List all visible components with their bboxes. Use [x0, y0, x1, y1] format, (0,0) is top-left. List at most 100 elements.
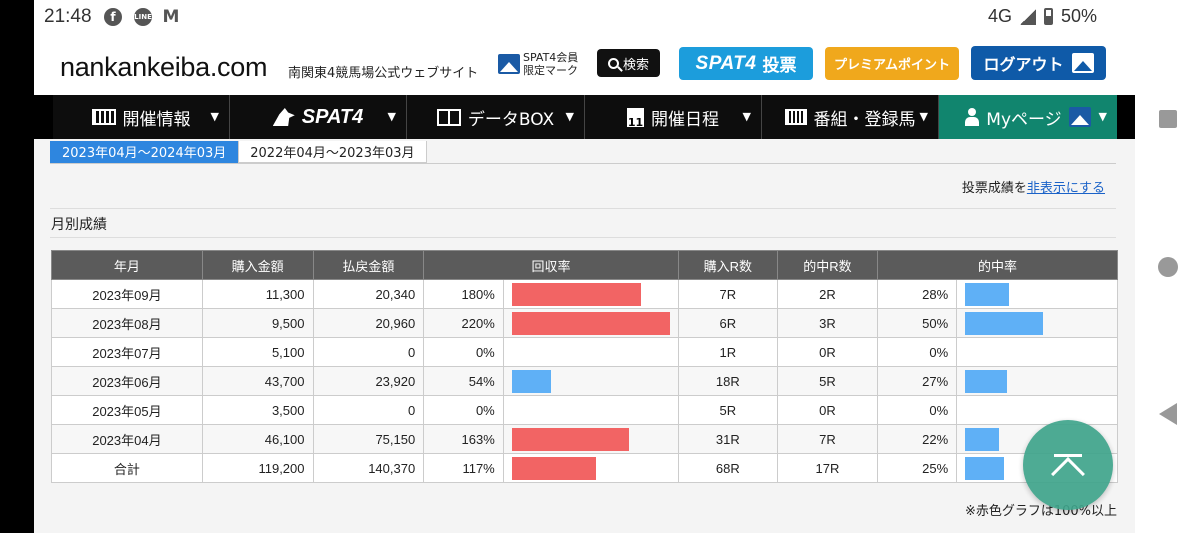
cell-races: 6R [677, 308, 778, 338]
cell-purchase: 119,200 [201, 453, 314, 483]
cell-month: 2023年05月 [51, 395, 203, 425]
caret-down-icon: ▼ [1098, 110, 1107, 123]
nav-item-schedule[interactable]: 11 開催日程 ▼ [585, 95, 762, 139]
footnote: ※赤色グラフは100%以上 [964, 504, 1117, 519]
horse-icon [272, 108, 295, 126]
cell-payout: 75,150 [312, 424, 425, 454]
recent-apps-icon[interactable] [1159, 110, 1177, 128]
to-top-icon [1054, 454, 1082, 457]
period-tabs: 2023年04月〜2024年03月 2022年04月〜2023年03月 [50, 141, 427, 163]
logout-label: ログアウト [983, 55, 1064, 74]
search-icon [607, 57, 619, 69]
cell-payout: 23,920 [312, 366, 425, 396]
table-row: 2023年07月 5,100 0 0% 1R 0R 0% [51, 337, 1118, 367]
cell-hit-rate: 28% [876, 279, 958, 309]
logout-button[interactable]: ログアウト [971, 46, 1106, 80]
cell-month: 2023年08月 [51, 308, 203, 338]
caret-down-icon: ▼ [565, 110, 574, 123]
site-header: nankankeiba.com 南関東4競馬場公式ウェブサイト SPAT4会員 … [34, 34, 1135, 95]
main-content: 2023年04月〜2024年03月 2022年04月〜2023年03月 投票成績… [34, 139, 1135, 533]
cell-recovery: 54% [423, 366, 504, 396]
cell-recovery: 180% [423, 279, 504, 309]
cell-recovery: 117% [423, 453, 504, 483]
cell-races: 31R [677, 424, 778, 454]
hit-rate-bar-cell [956, 395, 1118, 425]
line-icon: LINE [134, 8, 152, 26]
cell-hits: 0R [776, 337, 878, 367]
nav-label: 開催情報 [122, 109, 191, 130]
cell-purchase: 11,300 [201, 279, 314, 309]
cell-hit-rate: 22% [876, 424, 958, 454]
nav-label: Myページ [986, 109, 1062, 130]
grid-icon [91, 109, 116, 125]
cell-races: 5R [677, 395, 778, 425]
program-icon [784, 109, 807, 125]
main-nav: 開催情報 ▼ SPAT4 ▼ データBOX ▼ 11 開催日程 ▼ 番組・登録馬… [53, 95, 1117, 139]
table-row: 2023年06月 43,700 23,920 54% 18R 5R 27% [51, 366, 1118, 396]
divider [50, 237, 1116, 238]
cell-hits: 7R [776, 424, 878, 454]
cell-payout: 140,370 [312, 453, 425, 483]
tab-period-2023[interactable]: 2023年04月〜2024年03月 [50, 141, 239, 163]
cell-hit-rate: 27% [876, 366, 958, 396]
spat4-mountain-icon [1071, 53, 1094, 73]
recovery-bar-cell [502, 424, 679, 454]
recovery-bar-cell [502, 337, 679, 367]
hit-rate-bar-cell [956, 366, 1118, 396]
caret-down-icon: ▼ [919, 110, 928, 123]
cell-hit-rate: 25% [876, 453, 958, 483]
cell-recovery: 0% [423, 337, 504, 367]
premium-point-button[interactable]: プレミアムポイント [825, 47, 959, 80]
recovery-bar [511, 311, 670, 335]
spat-member-line2: 限定マーク [523, 64, 578, 77]
hit-rate-bar-cell [956, 308, 1118, 338]
nav-item-mypage[interactable]: Myページ ▼ [939, 95, 1117, 139]
col-header-purchase: 購入金額 [201, 250, 314, 280]
cell-recovery: 220% [423, 308, 504, 338]
back-icon[interactable] [1159, 403, 1177, 425]
battery-level: 50% [1060, 6, 1097, 26]
hit-rate-bar-cell [956, 337, 1118, 367]
spat-member-badge: SPAT4会員 限定マーク [498, 51, 578, 77]
status-bar: 21:48 f LINE M 4G 50% [34, 0, 1135, 34]
cell-hits: 5R [776, 366, 878, 396]
search-label: 検索 [622, 57, 649, 73]
cell-payout: 0 [312, 395, 425, 425]
cell-hits: 17R [776, 453, 878, 483]
cell-hit-rate: 0% [876, 337, 958, 367]
search-button[interactable]: 検索 [597, 49, 660, 77]
hide-results-link[interactable]: 非表示にする [1026, 181, 1105, 196]
cell-month: 2023年06月 [51, 366, 203, 396]
cell-month: 2023年09月 [51, 279, 203, 309]
recovery-bar [511, 456, 596, 480]
hit-rate-bar [965, 369, 1008, 393]
back-to-top-button[interactable] [1023, 420, 1113, 510]
nav-item-spat4[interactable]: SPAT4 ▼ [230, 95, 407, 139]
nav-label: SPAT4 [301, 105, 364, 128]
battery-icon [1043, 8, 1053, 25]
cell-purchase: 5,100 [201, 337, 314, 367]
hit-rate-bar [965, 427, 1000, 451]
nav-item-data-box[interactable]: データBOX ▼ [407, 95, 585, 139]
hit-rate-bar [965, 456, 1005, 480]
cell-races: 68R [677, 453, 778, 483]
site-logo[interactable]: nankankeiba.com [60, 52, 268, 82]
tab-period-2022[interactable]: 2022年04月〜2023年03月 [238, 141, 427, 163]
cell-races: 18R [677, 366, 778, 396]
spat4-vote-button[interactable]: SPAT4 投票 [679, 47, 813, 80]
recovery-bar [511, 282, 641, 306]
col-header-recovery: 回収率 [423, 250, 679, 280]
status-time: 21:48 [44, 6, 92, 27]
table-row: 2023年04月 46,100 75,150 163% 31R 7R 22% [51, 424, 1118, 454]
cell-month: 合計 [51, 453, 203, 483]
nav-item-race-info[interactable]: 開催情報 ▼ [53, 95, 230, 139]
col-header-payout: 払戻金額 [312, 250, 425, 280]
monthly-results-table: 年月 購入金額 払戻金額 回収率 購入R数 的中R数 的中率 2023年09月 1… [51, 250, 1119, 483]
toggle-results: 投票成績を非表示にする [962, 177, 1105, 196]
home-icon[interactable] [1158, 257, 1178, 277]
nav-item-programs[interactable]: 番組・登録馬 ▼ [762, 95, 939, 139]
cell-purchase: 43,700 [201, 366, 314, 396]
gmail-icon: M [162, 7, 180, 27]
recovery-bar [511, 369, 551, 393]
nav-label: 番組・登録馬 [813, 109, 916, 130]
